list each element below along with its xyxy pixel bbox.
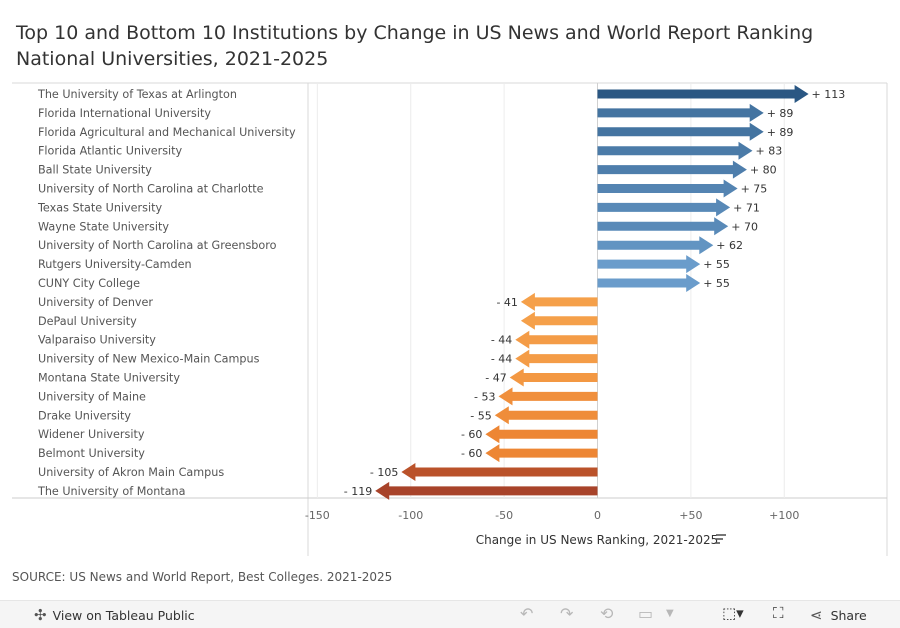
row-label: Widener University <box>38 428 145 441</box>
row-label: University of New Mexico-Main Campus <box>38 353 260 366</box>
value-label: + 89 <box>767 107 794 120</box>
bar-arrow[interactable] <box>597 255 701 274</box>
source-note: SOURCE: US News and World Report, Best C… <box>12 570 393 584</box>
value-label: - 44 <box>491 334 512 347</box>
tick-label: -100 <box>398 509 423 522</box>
row-label: Wayne State University <box>38 220 169 233</box>
bar-arrow[interactable] <box>494 406 598 425</box>
bar-arrow[interactable] <box>515 330 598 349</box>
row-label: University of North Carolina at Greensbo… <box>38 239 277 252</box>
share-icon: ⋖ <box>810 606 823 624</box>
bar-arrow[interactable] <box>498 387 598 406</box>
value-label: + 62 <box>716 239 743 252</box>
sort-icon[interactable] <box>716 534 726 544</box>
value-label: - 60 <box>461 428 482 441</box>
bar-arrow[interactable] <box>401 463 598 481</box>
bar-arrow[interactable] <box>509 368 598 387</box>
row-label: University of Akron Main Campus <box>38 466 224 479</box>
bar-chart: The University of Texas at Arlington Flor… <box>12 82 888 556</box>
bar-arrow[interactable] <box>597 85 809 103</box>
row-label: Florida International University <box>38 107 211 120</box>
bars <box>375 85 809 500</box>
value-label: - 44 <box>491 353 512 366</box>
row-label: Drake University <box>38 409 131 422</box>
chart-title: Top 10 and Bottom 10 Institutions by Cha… <box>16 20 876 72</box>
row-label: DePaul University <box>38 315 137 328</box>
tableau-logo-icon: ✣ <box>34 606 47 624</box>
value-label: + 113 <box>812 88 846 101</box>
fullscreen-icon[interactable]: ⛶ <box>773 604 784 622</box>
share-button[interactable]: ⋖ Share <box>810 606 867 624</box>
value-label: + 71 <box>733 201 760 214</box>
bar-arrow[interactable] <box>597 141 753 160</box>
value-label: + 83 <box>756 145 783 158</box>
pause-icon[interactable]: ▭ <box>638 604 654 623</box>
value-label: - 55 <box>470 409 491 422</box>
row-labels: The University of Texas at Arlington Flor… <box>37 88 296 498</box>
row-label: Belmont University <box>38 447 145 460</box>
x-axis-title: Change in US News Ranking, 2021-2025 <box>476 533 719 547</box>
value-label: - 47 <box>485 372 506 385</box>
tick-label: +50 <box>679 509 702 522</box>
row-label: University of Denver <box>38 296 153 309</box>
value-label: + 89 <box>767 126 794 139</box>
bar-arrow[interactable] <box>485 425 598 444</box>
value-label: - 60 <box>461 447 482 460</box>
tick-label: -150 <box>305 509 330 522</box>
tick-label: 0 <box>594 509 601 522</box>
value-labels: + 113 + 89 + 89 + 83 + 80 + 75 + 71 + 70 + 62 + 5… <box>344 88 846 498</box>
bar-arrow[interactable] <box>520 292 598 311</box>
title-line-2: National Universities, 2021-2025 <box>16 48 329 70</box>
pause-dropdown-icon[interactable]: ▼ <box>666 608 674 619</box>
bar-arrow[interactable] <box>520 311 598 330</box>
tick-labels: -150 -100 -50 0 +50 +100 <box>305 509 800 522</box>
row-label: Texas State University <box>37 201 162 214</box>
value-label: + 55 <box>703 277 730 290</box>
bar-arrow[interactable] <box>485 444 598 463</box>
tableau-toolbar: ✣ View on Tableau Public ↶ ↷ ⟲ ▭ ▼ ⬚▾ ⛶ … <box>0 600 900 628</box>
bar-arrow[interactable] <box>597 274 701 292</box>
row-label: Ball State University <box>38 164 152 177</box>
row-label: The University of Texas at Arlington <box>37 88 237 101</box>
bar-arrow[interactable] <box>515 349 598 368</box>
bar-arrow[interactable] <box>597 217 729 236</box>
tick-label: +100 <box>769 509 799 522</box>
bar-arrow[interactable] <box>597 236 714 255</box>
row-label: Valparaiso University <box>38 334 156 347</box>
bar-arrow[interactable] <box>597 179 738 198</box>
bar-arrow[interactable] <box>597 122 764 141</box>
title-line-1: Top 10 and Bottom 10 Institutions by Cha… <box>16 22 814 44</box>
row-label: Florida Atlantic University <box>38 145 183 158</box>
row-label: University of Maine <box>38 390 146 403</box>
value-label: - 105 <box>370 466 398 479</box>
row-label: Montana State University <box>38 372 180 385</box>
tick-label: -50 <box>495 509 513 522</box>
value-label: + 80 <box>750 164 777 177</box>
value-label: + 55 <box>703 258 730 271</box>
row-label: The University of Montana <box>37 485 185 498</box>
row-label: University of North Carolina at Charlott… <box>38 183 264 196</box>
revert-icon[interactable]: ⟲ <box>600 604 614 623</box>
download-icon[interactable]: ⬚▾ <box>722 604 744 622</box>
bar-arrow[interactable] <box>597 103 764 122</box>
value-label: + 75 <box>741 183 768 196</box>
bar-arrow[interactable] <box>597 160 747 179</box>
row-label: Rutgers University-Camden <box>38 258 192 271</box>
view-on-tableau-label: View on Tableau Public <box>52 607 195 623</box>
share-label: Share <box>830 607 867 623</box>
bar-arrow[interactable] <box>375 481 598 500</box>
row-label: Florida Agricultural and Mechanical Univ… <box>38 126 296 139</box>
view-on-tableau-button[interactable]: ✣ View on Tableau Public <box>34 606 195 624</box>
gridlines <box>316 83 785 498</box>
row-label: CUNY City College <box>38 277 140 290</box>
value-label: - 41 <box>496 296 517 309</box>
value-label: - 53 <box>474 390 495 403</box>
value-label: - 119 <box>344 485 372 498</box>
undo-icon[interactable]: ↶ <box>520 604 534 623</box>
redo-icon[interactable]: ↷ <box>560 604 574 623</box>
bar-arrow[interactable] <box>597 198 731 217</box>
value-label: + 70 <box>731 220 758 233</box>
